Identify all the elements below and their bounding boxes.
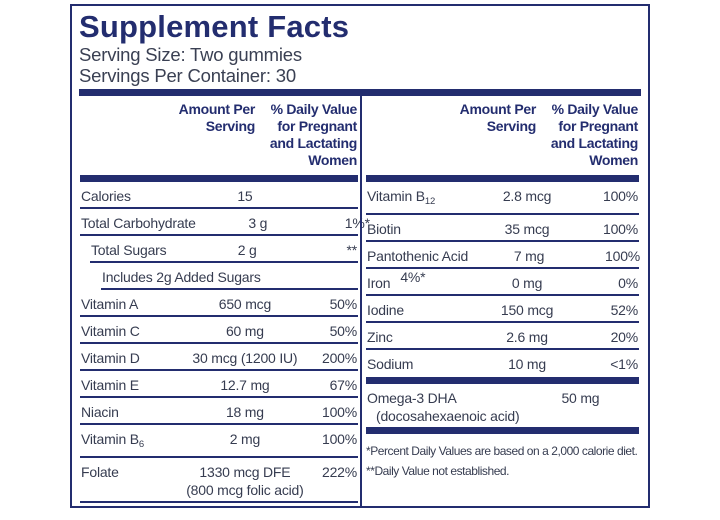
omega-top-bar — [366, 377, 639, 384]
daily-value-header: % Daily Value for Pregnant and Lactating… — [550, 101, 638, 168]
nutrient-daily-value: 4%* — [400, 269, 426, 285]
nutrient-name: Biotin — [367, 221, 401, 237]
nutrient-daily-value: 0% — [618, 275, 638, 291]
nutrient-name: Vitamin C — [81, 323, 140, 339]
nutrient-name: Omega-3 DHA (docosahexaenoic acid) — [367, 390, 520, 424]
table-row: Sodium 10 mg <1% — [366, 350, 639, 377]
amount-per-serving-header: Amount Per Serving — [459, 101, 537, 134]
table-row: Zinc 2.6 mg 20% — [366, 323, 639, 350]
facts-columns: Amount Per Serving % Daily Value for Pre… — [79, 96, 641, 506]
footnotes: *Percent Daily Values are based on a 2,0… — [366, 434, 639, 481]
table-row: Vitamin C 60 mg 50% — [80, 317, 358, 344]
nutrient-daily-value: <1% — [610, 356, 638, 372]
nutrient-name: Iron — [367, 275, 391, 291]
nutrient-amount: 35 mcg — [504, 221, 550, 237]
nutrient-amount: 15 — [237, 188, 253, 204]
table-row: Iodine 150 mcg 52% — [366, 296, 639, 323]
left-column: Amount Per Serving % Daily Value for Pre… — [79, 96, 426, 506]
nutrient-amount: 30 mcg (1200 IU) — [192, 350, 298, 366]
nutrient-name: Vitamin A — [81, 296, 139, 312]
nutrient-amount: 2.8 mcg — [502, 188, 552, 204]
nutrient-amount: 2 g — [237, 242, 257, 258]
nutrient-name: Folate — [81, 464, 119, 480]
nutrient-daily-value: 222% — [321, 464, 357, 480]
header-divider-bar — [80, 175, 358, 182]
nutrient-daily-value: ** — [641, 389, 648, 407]
table-row: Vitamin E 12.7 mg 67% — [80, 371, 358, 398]
table-row: Calories 15 — [80, 182, 358, 209]
table-row: Iron 0 mg 0% — [366, 269, 639, 296]
nutrient-amount: 12.7 mg — [220, 377, 270, 393]
left-column-header: Amount Per Serving % Daily Value for Pre… — [80, 96, 358, 175]
nutrient-name: Niacin — [81, 404, 119, 420]
nutrient-name: Zinc — [367, 329, 393, 345]
nutrient-name: Sodium — [367, 356, 414, 372]
table-row: Omega-3 DHA (docosahexaenoic acid) 50 mg… — [366, 384, 639, 427]
nutrient-daily-value: 100% — [321, 431, 357, 447]
table-row: Vitamin B12 2.8 mcg 100% — [366, 182, 639, 215]
header-divider-bar — [366, 175, 639, 182]
table-row: Includes 2g Added Sugars 4%* — [101, 263, 426, 290]
footnote-dv-not-established: **Daily Value not established. — [366, 463, 510, 478]
table-row: Pantothenic Acid 7 mg 100% — [366, 242, 641, 269]
nutrient-daily-value: 100% — [605, 248, 641, 264]
nutrient-daily-value: 50% — [329, 296, 358, 312]
right-rows: Vitamin B12 2.8 mcg 100% Biotin 35 mcg 100% Pa… — [366, 182, 641, 377]
nutrient-amount: 1330 mcg DFE (800 mcg folic acid) — [186, 464, 304, 498]
nutrient-amount: 7 mg — [513, 248, 545, 264]
footnote-percent-dv: *Percent Daily Values are based on a 2,0… — [366, 444, 638, 458]
nutrient-daily-value: 100% — [602, 221, 638, 237]
nutrient-amount: 60 mg — [225, 323, 264, 339]
nutrient-daily-value: 50% — [329, 323, 358, 339]
table-row: Biotin 35 mcg 100% — [366, 215, 639, 242]
nutrient-amount: 0 mg — [511, 275, 543, 291]
table-row: Folate 1330 mcg DFE (800 mcg folic acid) 22… — [80, 458, 358, 503]
nutrient-amount: 3 g — [248, 215, 268, 231]
table-row: Niacin 18 mg 100% — [80, 398, 358, 425]
nutrient-amount: 18 mg — [225, 404, 264, 420]
nutrient-amount: 2.6 mg — [506, 329, 548, 345]
nutrient-name: Iodine — [367, 302, 404, 318]
serving-size: Serving Size: Two gummies — [79, 44, 302, 65]
nutrient-daily-value: 100% — [602, 188, 638, 204]
nutrient-name: Total Carbohydrate — [81, 215, 196, 231]
nutrient-amount: 150 mcg — [500, 302, 554, 318]
nutrient-daily-value: 200% — [321, 350, 357, 366]
nutrient-amount: 650 mcg — [218, 296, 272, 312]
nutrient-name: Total Sugars — [91, 242, 167, 258]
table-row: Vitamin D 30 mcg (1200 IU) 200% — [80, 344, 358, 371]
nutrient-name: Vitamin B6 — [81, 431, 144, 450]
nutrient-daily-value: 20% — [610, 329, 639, 345]
table-row: Total Carbohydrate 3 g 1%* — [80, 209, 370, 236]
right-column: Amount Per Serving % Daily Value for Pre… — [360, 96, 641, 506]
nutrient-daily-value: ** — [346, 242, 358, 258]
page-title: Supplement Facts — [79, 9, 350, 44]
table-row: Total Sugars 2 g ** — [90, 236, 358, 263]
nutrient-amount: 10 mg — [508, 356, 546, 372]
servings-per-container: Servings Per Container: 30 — [79, 65, 296, 86]
right-column-header: Amount Per Serving % Daily Value for Pre… — [366, 96, 639, 175]
table-row: Vitamin B6 2 mg 100% — [80, 425, 358, 458]
nutrient-name: Vitamin E — [81, 377, 139, 393]
nutrient-daily-value: 67% — [329, 377, 358, 393]
nutrient-daily-value: 52% — [610, 302, 639, 318]
table-row: Vitamin A 650 mcg 50% — [80, 290, 358, 317]
nutrient-name: Vitamin D — [81, 350, 140, 366]
nutrient-amount: 2 mg — [229, 431, 261, 447]
footnote-top-bar — [366, 427, 639, 434]
left-rows: Calories 15 Total Carbohydrate 3 g 1%* Total … — [80, 182, 426, 503]
supplement-facts-label: Supplement Facts Serving Size: Two gummi… — [70, 4, 650, 508]
nutrient-amount: 50 mg — [561, 390, 600, 406]
nutrient-name: Includes 2g Added Sugars — [102, 269, 261, 285]
daily-value-header: % Daily Value for Pregnant and Lactating… — [269, 101, 357, 168]
top-divider-bar — [79, 89, 641, 96]
nutrient-daily-value: 1%* — [344, 215, 370, 231]
nutrient-name: Calories — [81, 188, 131, 204]
amount-per-serving-header: Amount Per Serving — [178, 101, 256, 134]
nutrient-daily-value: 100% — [321, 404, 357, 420]
nutrient-name: Pantothenic Acid — [367, 248, 469, 264]
nutrient-name: Vitamin B12 — [367, 188, 436, 207]
